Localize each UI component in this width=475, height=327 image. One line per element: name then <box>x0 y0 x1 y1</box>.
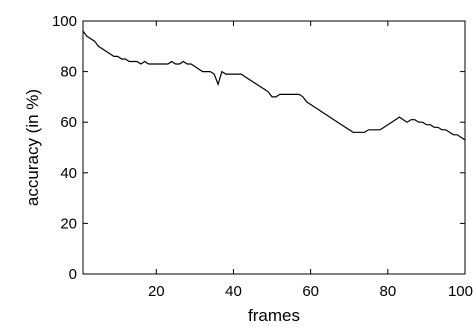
x-tick-label: 60 <box>302 283 319 300</box>
accuracy-line <box>82 30 466 141</box>
x-tick-label: 20 <box>148 283 165 300</box>
x-tick-label: 100 <box>448 283 473 300</box>
y-tick-label: 100 <box>52 13 77 30</box>
x-tick-label: 80 <box>379 283 396 300</box>
tick-labels-layer: 0 20 40 60 80 100 20 40 60 80 100 <box>52 13 473 300</box>
y-tick-label: 20 <box>60 215 77 232</box>
x-axis-title: frames <box>248 306 300 325</box>
y-tick-label: 60 <box>60 114 77 131</box>
y-tick-label: 40 <box>60 165 77 182</box>
x-tick-label: 40 <box>225 283 242 300</box>
plot-frame <box>82 20 466 275</box>
y-tick-label: 0 <box>69 266 77 283</box>
y-axis-title: accuracy (in %) <box>23 89 42 206</box>
y-tick-label: 80 <box>60 64 77 81</box>
ticks-layer <box>83 20 466 275</box>
